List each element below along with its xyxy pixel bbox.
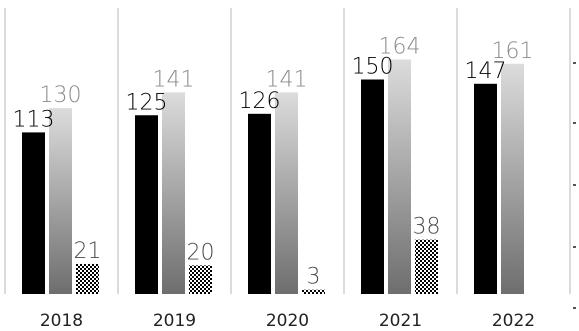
x-tick-label-2022: 2022	[492, 311, 535, 331]
bar-2018-series-1	[22, 132, 45, 294]
data-label-2021-series-2: 164	[379, 34, 421, 59]
data-label-2018-series-1: 113	[13, 107, 55, 132]
bar-2022-series-1	[474, 83, 497, 294]
right-axis-tick-mark	[573, 307, 576, 309]
bars-layer	[22, 59, 524, 295]
data-label-2021-series-3: 38	[413, 215, 441, 240]
data-label-2022-series-1: 147	[465, 59, 507, 84]
data-label-2020-series-3: 3	[307, 265, 321, 290]
bar-2021-series-2	[388, 59, 411, 295]
bar-2020-series-2	[275, 92, 298, 295]
data-label-2022-series-2: 161	[492, 39, 534, 64]
right-axis-tick-mark	[573, 246, 576, 248]
bar-2020-series-1	[248, 113, 271, 294]
data-label-2019-series-3: 20	[187, 240, 215, 265]
x-tick-label-2020: 2020	[266, 311, 309, 331]
x-tick-label-2021: 2021	[379, 311, 422, 331]
right-axis-tick-mark	[573, 62, 576, 64]
bar-2018-series-2	[49, 108, 72, 294]
data-label-2020-series-1: 126	[239, 89, 281, 114]
data-label-2020-series-2: 141	[266, 67, 308, 92]
bar-2021-series-3	[415, 239, 438, 294]
data-label-2018-series-2: 130	[40, 83, 82, 108]
data-label-2018-series-3: 21	[74, 239, 102, 264]
bar-2022-series-2	[501, 63, 524, 294]
right-edge-tick-marks	[573, 62, 576, 309]
data-label-2021-series-1: 150	[352, 55, 394, 80]
bar-2019-series-2	[162, 92, 185, 295]
x-tick-label-2018: 2018	[40, 311, 83, 331]
bar-2018-series-3	[76, 263, 99, 294]
bar-2019-series-1	[135, 115, 158, 294]
right-axis-tick-mark	[573, 122, 576, 124]
category-separators	[4, 8, 571, 294]
bar-2020-series-3	[302, 289, 325, 294]
data-label-2019-series-2: 141	[153, 67, 195, 92]
x-axis-tick-labels: 2018 2019 2020 2021 2022	[40, 311, 535, 331]
bar-2019-series-3	[189, 265, 212, 294]
bar-2021-series-1	[361, 79, 384, 294]
right-axis-tick-mark	[573, 184, 576, 186]
x-tick-label-2019: 2019	[153, 311, 196, 331]
data-label-2019-series-1: 125	[126, 90, 168, 115]
